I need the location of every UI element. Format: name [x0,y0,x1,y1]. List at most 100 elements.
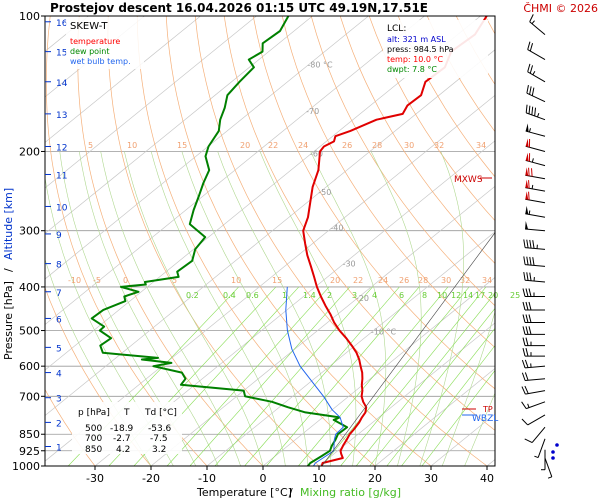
dry-adiabat-label: 5 [172,276,177,285]
wind-barb [527,41,546,61]
wind-barb-full [528,288,532,297]
dry-adiabat-label: 32 [460,276,470,285]
mixing-ratio-line [244,286,400,466]
wind-barb [523,239,546,250]
wind-barb [522,326,545,335]
pressure-tick-label: 200 [19,145,40,158]
wind-barb-full [526,256,529,265]
wind-barb-staff [525,365,546,369]
dry-adiabat [107,16,320,466]
dry-adiabat-label: 22 [353,276,363,285]
wind-barb [522,348,545,357]
isotherm-label: -10 °C [371,327,397,336]
wind-barb-full [522,301,526,311]
dry-adiabat-label: 24 [378,276,388,285]
isotherm-label: -70 [306,107,319,116]
wind-barb-half [534,455,539,459]
mixing-ratio-label: 2 [327,291,332,300]
wind-barb [523,256,546,267]
wind-barb [523,272,546,283]
mixing-ratio-line [298,286,449,466]
wind-barb-full [529,65,534,74]
temperature-tick-label: -30 [86,472,104,485]
tp-label: TP [482,405,493,414]
altitude-tick-label: 3 [56,395,62,405]
wind-barb-half [547,476,553,479]
wind-barb-staff [544,457,553,477]
dry-adiabat [165,16,432,466]
wind-barb-flag [525,205,529,215]
altitude-tick-label: 16 [56,19,68,29]
levels-table-background [72,402,182,454]
wind-barb-flag [525,220,529,230]
dry-adiabat [310,16,495,307]
wind-barb-half [532,71,536,76]
wind-barb-full [525,301,529,311]
wind-barb-staff [527,414,546,426]
mixing-ratio-label: 0.2 [186,291,199,300]
dry-adiabat [281,16,495,348]
mixing-ratio-line [166,286,330,466]
dry-adiabat [136,16,376,466]
dry-adiabat [223,16,495,431]
wind-barb [541,449,546,471]
series-wet-bulb-temp-line [285,286,344,466]
mixing-ratio-label: 1.4 [303,291,316,300]
y-axis-label: Pressure [hPa] / Altitude [km] [2,188,15,360]
wind-barb-full [529,272,532,281]
wind-barb-full [525,348,529,357]
lcl-background [383,20,488,78]
moist-adiabat [259,151,357,466]
wind-barb-full [534,107,537,116]
wind-barb-full [525,288,529,297]
mixing-ratio-line [369,307,495,466]
wind-barb [525,220,546,232]
levels-header-p: p [hPa] [78,408,110,418]
wind-barb [522,314,545,324]
mixing-ratio-line [214,286,373,466]
wind-barb-staff [525,187,546,192]
levels-header-t: T [123,408,130,418]
temperature-tick-label: 40 [480,472,494,485]
dry-adiabat-label: 28 [372,141,382,150]
isotherm-line [374,367,495,466]
wind-barb [525,205,546,218]
lcl-temp: temp: 10.0 °C [387,55,444,64]
wind-barb-full [529,86,532,95]
wind-barb-full [522,288,526,297]
dry-adiabat-label: -10 [68,276,81,285]
mixing-ratio-label: 0.6 [246,291,259,300]
wind-barb-half [528,210,531,215]
wind-barb-full [528,301,532,311]
wind-barb-staff [526,92,546,103]
legend-dewpoint: dew point [70,47,110,56]
wind-barb [521,414,546,426]
mixing-ratio-line [321,286,470,466]
isotherm-label: -30 [343,259,356,268]
wind-barb-full [525,326,529,335]
grid-labels: -80 °C-70-60-50-40-30-20-10 °C5 10 15 20 22 2… [68,60,520,336]
wind-barb-staff [525,264,546,267]
dry-adiabat-label: 22 [268,141,278,150]
wind-barb-flag [525,123,529,132]
wind-barb-full [521,359,526,369]
wind-barb [534,438,546,459]
altitude-tick-label: 5 [56,344,62,354]
wind-barb [524,426,546,443]
wind-barb-staff [525,390,546,395]
wind-barb-flag [525,191,529,200]
wind-barb [526,85,546,103]
legend: SKEW-T temperature dew point wet bulb te… [66,17,144,69]
moist-adiabat [217,151,331,466]
y-axis-altitude-title: Altitude [km] [2,188,15,260]
mixing-ratio-line [401,345,495,466]
isotherm-label: -60 [310,149,323,158]
legend-wetbulb: wet bulb temp. [70,57,131,66]
altitude-tick-label: 14 [56,79,68,89]
isotherm-line [206,231,495,466]
wind-barb-staff [537,438,546,458]
wind-barb-full [521,386,526,395]
dry-adiabat [194,16,488,466]
mixing-ratio-line [386,327,495,466]
